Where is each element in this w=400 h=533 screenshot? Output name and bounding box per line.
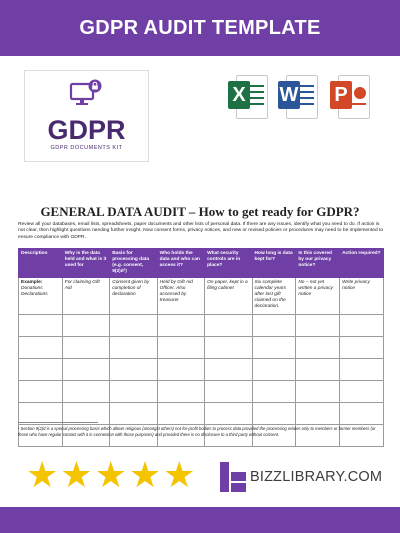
empty-cell[interactable] xyxy=(339,424,384,447)
table-cell: Write privacy notice xyxy=(339,277,384,315)
empty-cell[interactable] xyxy=(109,402,158,425)
bizzlibrary-logo-icon xyxy=(220,462,246,492)
column-header: How long is data kept for? xyxy=(251,248,297,278)
empty-cell[interactable] xyxy=(251,380,297,403)
logo-subtitle: GDPR DOCUMENTS KIT xyxy=(50,145,123,151)
example-label: Example: xyxy=(21,280,43,285)
table-header-row: Description Why is the data held and wha… xyxy=(18,248,384,278)
table-row xyxy=(18,314,384,337)
empty-cell[interactable] xyxy=(18,380,63,403)
empty-cell[interactable] xyxy=(295,336,341,359)
column-header: Is this covered by our privacy notice? xyxy=(295,248,341,278)
empty-cell[interactable] xyxy=(295,358,341,381)
empty-cell[interactable] xyxy=(295,402,341,425)
table-cell: Held by Gift Aid Officer. Also accessed … xyxy=(156,277,206,315)
empty-cell[interactable] xyxy=(18,314,63,337)
word-letter: W xyxy=(278,81,300,109)
star-icon: ★ xyxy=(26,454,59,495)
footer-bar xyxy=(0,507,400,533)
gdpr-logo: GDPR GDPR DOCUMENTS KIT xyxy=(24,70,149,162)
table-cell: For claiming Gift Aid xyxy=(61,277,111,315)
empty-cell[interactable] xyxy=(61,380,111,403)
brand-name: BIZZLIBRARY.COM xyxy=(250,469,383,485)
empty-cell[interactable] xyxy=(109,424,158,447)
empty-cell[interactable] xyxy=(204,336,253,359)
table-cell: On paper, kept in a filing cabinet xyxy=(204,277,253,315)
empty-cell[interactable] xyxy=(156,380,206,403)
example-row: Example: Donations Declarations For claim… xyxy=(18,277,384,315)
empty-cell[interactable] xyxy=(339,402,384,425)
example-description: Donations Declarations xyxy=(21,286,48,297)
empty-cell[interactable] xyxy=(295,380,341,403)
empty-cell[interactable] xyxy=(251,336,297,359)
empty-cell[interactable] xyxy=(339,380,384,403)
star-icon: ★ xyxy=(128,454,162,495)
table-row xyxy=(18,424,384,447)
star-icon: ★ xyxy=(60,454,93,495)
column-header: Basis for processing data (e.g. consent,… xyxy=(109,248,158,278)
powerpoint-letter: P xyxy=(330,81,352,109)
empty-cell[interactable] xyxy=(251,358,297,381)
powerpoint-icon: P xyxy=(330,73,370,119)
document-title: GENERAL DATA AUDIT – How to get ready fo… xyxy=(40,204,360,219)
excel-icon: X xyxy=(228,73,268,119)
column-header: Description xyxy=(18,248,63,278)
table-row xyxy=(18,402,384,425)
empty-cell[interactable] xyxy=(156,424,206,447)
table-row xyxy=(18,336,384,359)
empty-cell[interactable] xyxy=(61,314,111,337)
empty-cell[interactable] xyxy=(109,358,158,381)
column-header: What security controls are in place? xyxy=(204,248,253,278)
footnote-divider xyxy=(18,422,98,423)
empty-cell[interactable] xyxy=(156,314,206,337)
empty-cell[interactable] xyxy=(204,424,253,447)
rating-stars: ★ ★ ★ ★ ★ xyxy=(26,456,195,494)
excel-letter: X xyxy=(228,81,250,109)
empty-cell[interactable] xyxy=(61,336,111,359)
empty-cell[interactable] xyxy=(156,336,206,359)
footnote: ¹ Section 9(2)d is a special processing … xyxy=(18,426,376,437)
table-cell: Example: Donations Declarations xyxy=(18,277,63,315)
empty-cell[interactable] xyxy=(339,358,384,381)
table-cell: No – not yet written a privacy notice xyxy=(295,277,341,315)
empty-cell[interactable] xyxy=(295,314,341,337)
star-icon: ★ xyxy=(94,454,127,495)
empty-cell[interactable] xyxy=(18,336,63,359)
header-bar: GDPR AUDIT TEMPLATE xyxy=(0,0,400,56)
monitor-lock-icon xyxy=(69,79,102,105)
star-icon: ★ xyxy=(163,454,196,495)
empty-cell[interactable] xyxy=(204,402,253,425)
column-header: Why is the data held and what is it used… xyxy=(61,248,111,278)
page-title: GDPR AUDIT TEMPLATE xyxy=(79,16,321,39)
empty-cell[interactable] xyxy=(339,336,384,359)
column-header: Who holds the data and who can access it… xyxy=(156,248,206,278)
empty-cell[interactable] xyxy=(156,402,206,425)
empty-cell[interactable] xyxy=(109,336,158,359)
empty-cell[interactable] xyxy=(251,402,297,425)
bizzlibrary-brand[interactable]: BIZZLIBRARY.COM xyxy=(220,462,382,492)
logo-name: GDPR xyxy=(47,115,126,145)
empty-cell[interactable] xyxy=(109,314,158,337)
audit-table: Description Why is the data held and wha… xyxy=(18,248,384,447)
empty-cell[interactable] xyxy=(156,358,206,381)
table-row xyxy=(18,358,384,381)
empty-cell[interactable] xyxy=(61,358,111,381)
empty-cell[interactable] xyxy=(204,314,253,337)
empty-cell[interactable] xyxy=(204,358,253,381)
table-cell: Six complete calendar years after last g… xyxy=(251,277,297,315)
empty-cell[interactable] xyxy=(251,314,297,337)
empty-cell[interactable] xyxy=(339,314,384,337)
empty-cell[interactable] xyxy=(109,380,158,403)
word-icon: W xyxy=(278,73,318,119)
table-row xyxy=(18,380,384,403)
column-header: Action required? xyxy=(339,248,384,278)
empty-cell[interactable] xyxy=(18,358,63,381)
table-cell: Consent given by completion of declarati… xyxy=(109,277,158,315)
empty-cell[interactable] xyxy=(204,380,253,403)
document-intro: Review all your databases, email lists, … xyxy=(18,222,384,240)
